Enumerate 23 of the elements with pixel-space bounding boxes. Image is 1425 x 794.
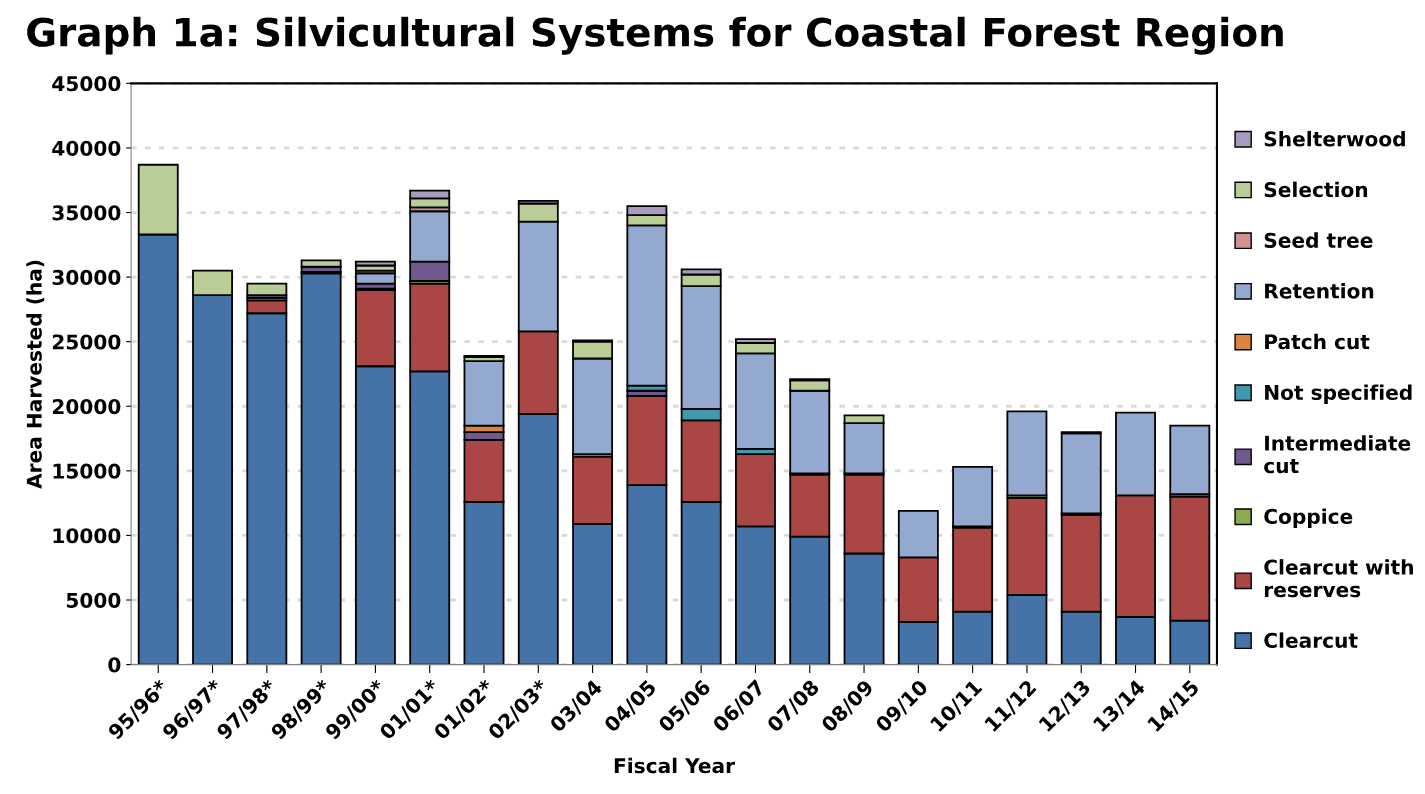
legend-label: Coppice xyxy=(1264,508,1353,528)
legend-label: Clearcut with reserves xyxy=(1264,559,1413,598)
legend-label: Shelterwood xyxy=(1264,130,1405,147)
legend-label: Seed tree xyxy=(1264,232,1373,248)
y-tick-label: 10000 xyxy=(53,528,121,544)
y-tick-label: 35000 xyxy=(52,205,121,221)
y-tick-label: 40000 xyxy=(52,140,121,156)
legend-label: Retention xyxy=(1265,283,1374,299)
y-tick-label: 25000 xyxy=(52,334,121,350)
y-tick-label: 15000 xyxy=(53,463,121,479)
chart-title: Graph 1a: Silvicultural Systems for Coastal Forest Region xyxy=(27,16,1283,55)
legend-label: Selection xyxy=(1264,181,1368,198)
legend-label: Patch cut xyxy=(1265,333,1370,350)
y-tick-label: 5000 xyxy=(66,592,121,608)
legend-label: Intermediate cut xyxy=(1264,435,1411,474)
y-tick-label: 45000 xyxy=(52,76,121,92)
legend-label: Not specified xyxy=(1265,384,1412,404)
y-axis-title: Area Harvested (ha) xyxy=(26,260,45,489)
y-tick-label: 30000 xyxy=(52,269,121,286)
x-axis-title: Fiscal Year xyxy=(614,757,735,774)
y-tick-label: 0 xyxy=(108,657,121,673)
y-tick-label: 20000 xyxy=(52,398,121,415)
legend-label: Clearcut xyxy=(1264,632,1358,648)
